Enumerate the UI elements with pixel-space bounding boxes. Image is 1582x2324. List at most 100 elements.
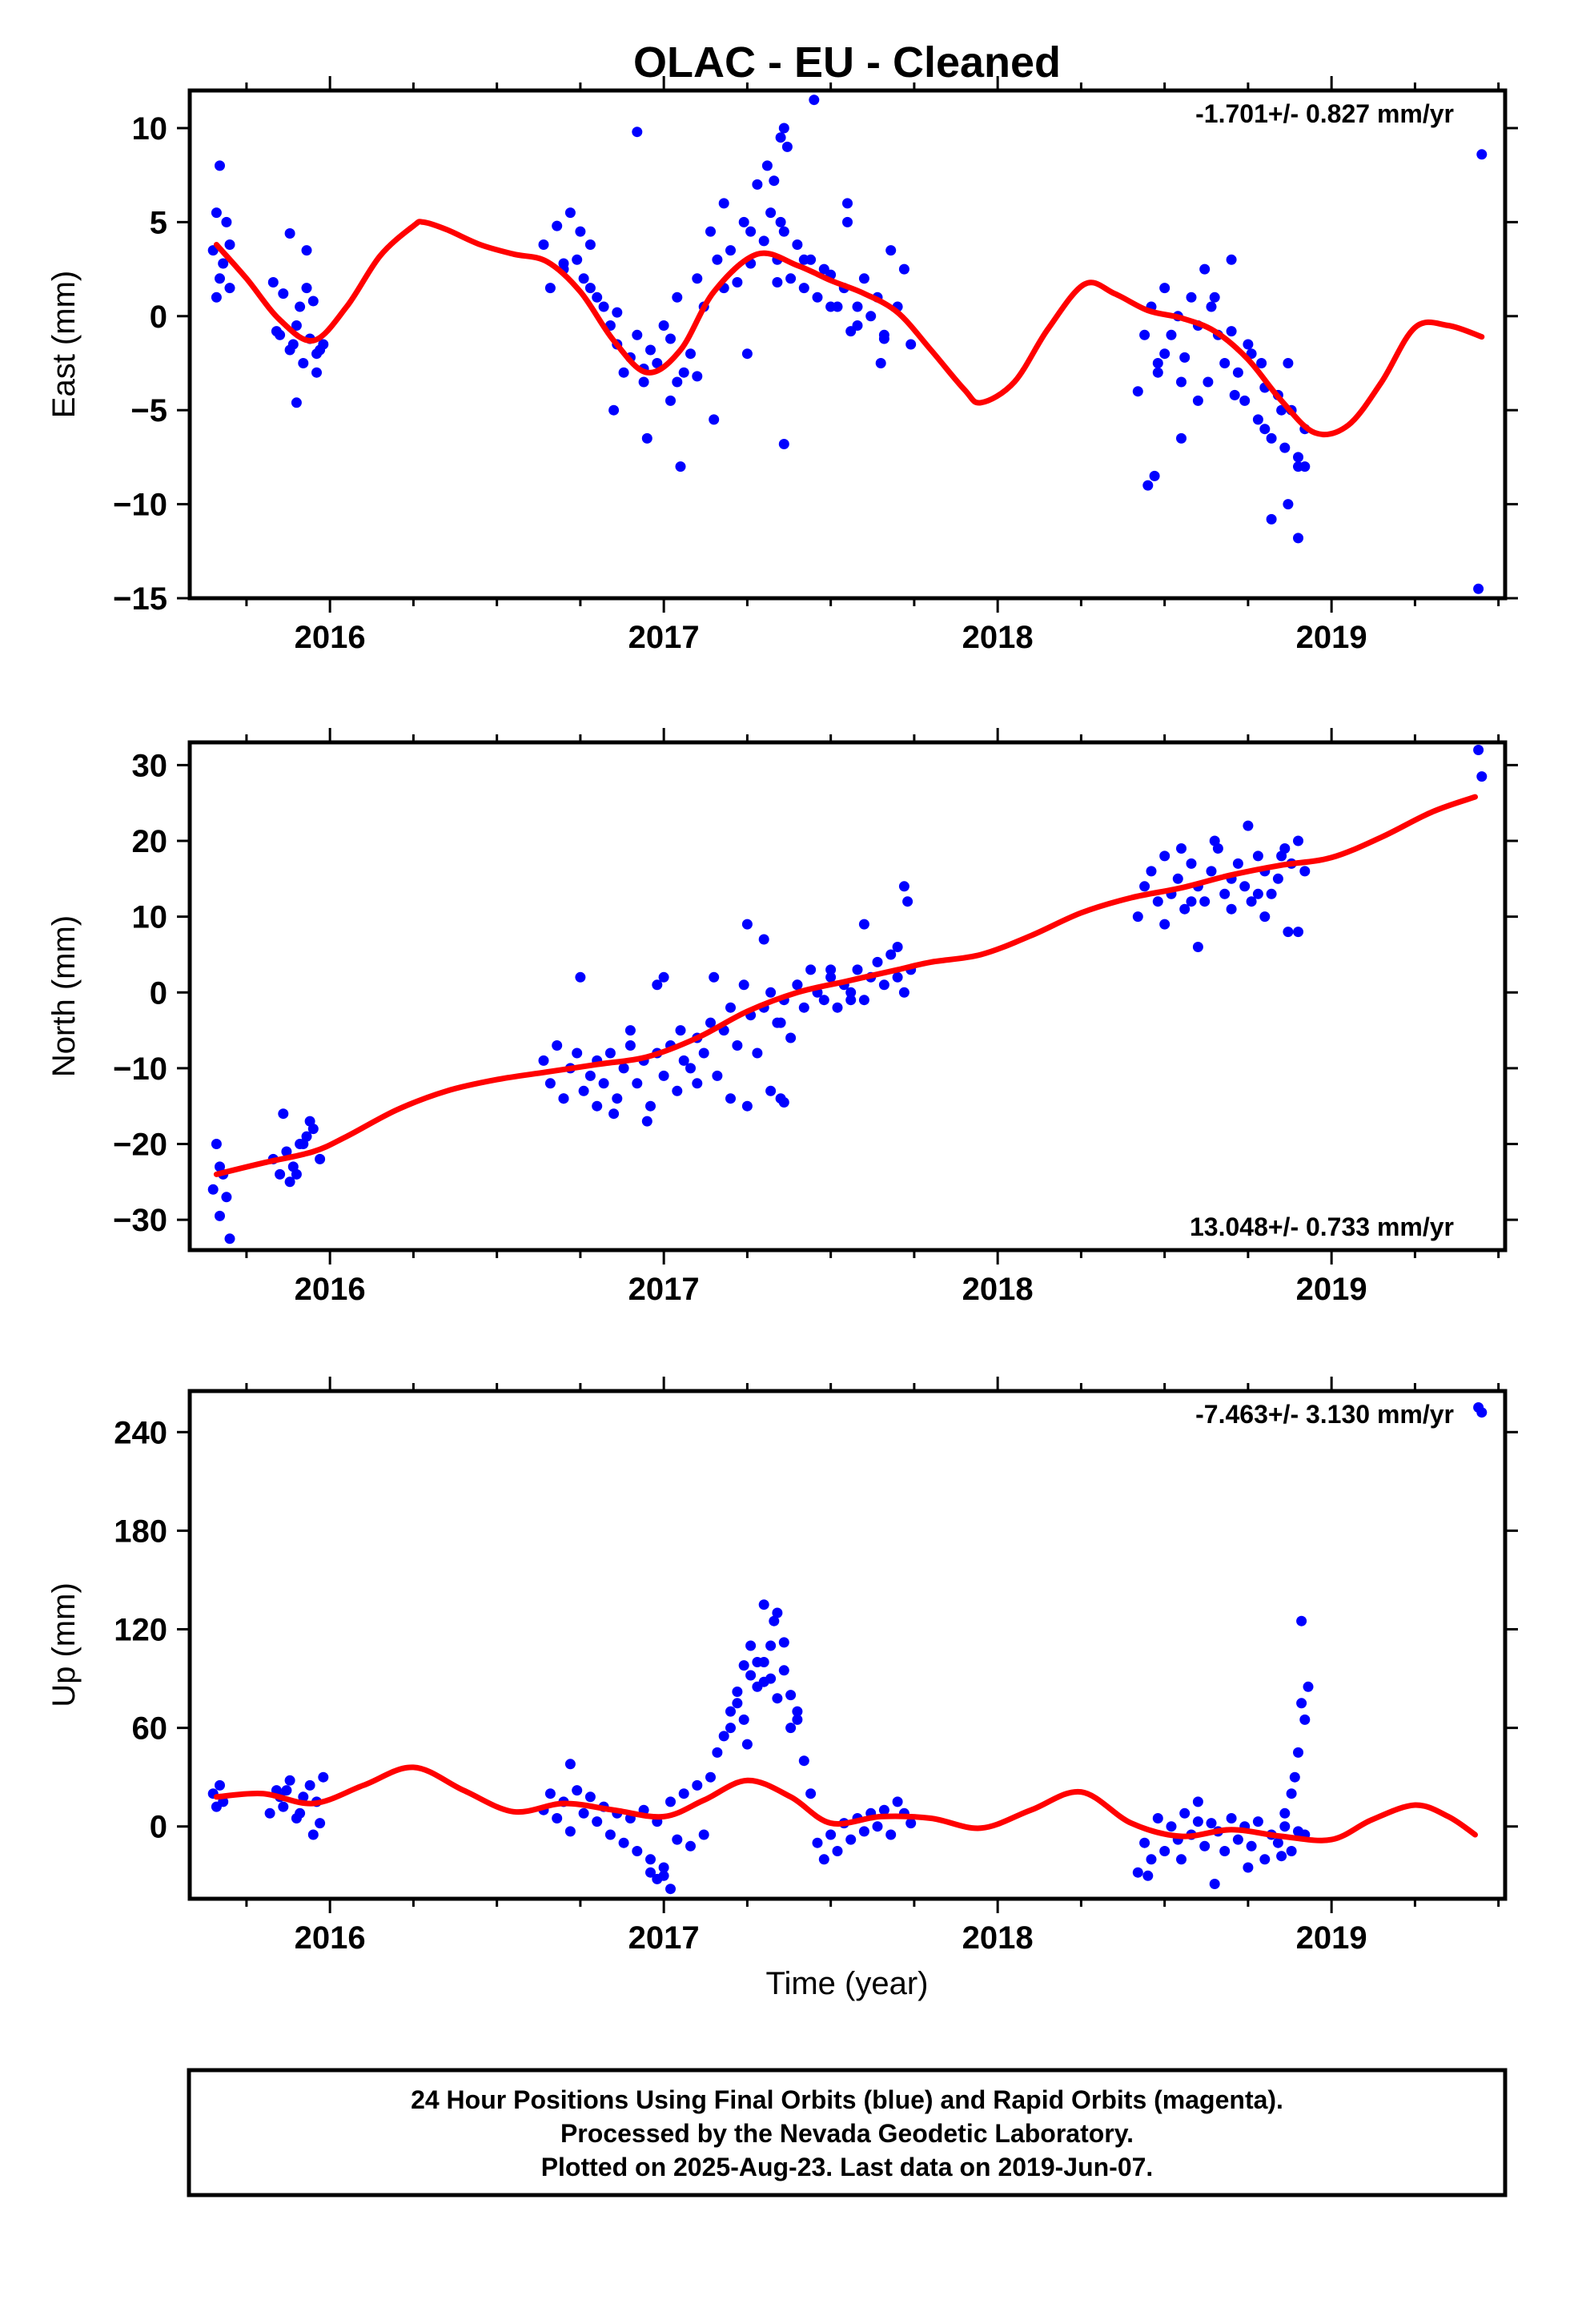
y-tick-label: 10 — [132, 111, 168, 147]
data-point — [842, 216, 853, 227]
data-point — [765, 1640, 777, 1651]
data-point — [1279, 1821, 1291, 1832]
data-point — [267, 277, 279, 287]
data-point — [738, 1714, 749, 1725]
data-points — [207, 745, 1488, 1244]
data-point — [1159, 850, 1170, 862]
x-tick-label: 2018 — [962, 1272, 1034, 1307]
data-point — [778, 123, 789, 134]
data-point — [1286, 1846, 1297, 1856]
data-point — [1299, 461, 1311, 472]
data-point — [1272, 873, 1283, 884]
data-point — [818, 995, 829, 1006]
data-point — [1232, 367, 1243, 378]
data-point — [618, 1063, 629, 1074]
y-tick-label: 0 — [150, 975, 167, 1011]
data-point — [1199, 263, 1211, 275]
data-point — [812, 292, 823, 303]
data-point — [775, 1017, 786, 1028]
data-point — [632, 1078, 643, 1089]
data-point — [741, 348, 753, 360]
data-point — [672, 292, 683, 303]
y-tick-label: 10 — [132, 900, 168, 935]
data-point — [1476, 1407, 1488, 1418]
plot-frame — [187, 88, 1508, 601]
data-point — [301, 245, 312, 256]
data-point — [224, 283, 235, 294]
data-point — [1132, 1867, 1143, 1878]
data-point — [311, 367, 322, 378]
data-point — [678, 1788, 689, 1799]
velocity-annotation: 13.048+/- 0.733 mm/yr — [1190, 1212, 1454, 1241]
data-point — [624, 1025, 636, 1036]
chart-title: OLAC - EU - Cleaned — [633, 38, 1061, 86]
data-point — [1232, 858, 1243, 869]
data-point — [858, 919, 869, 930]
data-point — [298, 1791, 309, 1803]
data-point — [872, 956, 883, 967]
data-point — [1206, 301, 1217, 312]
data-point — [709, 414, 720, 425]
data-point — [641, 432, 652, 444]
data-point — [618, 1837, 629, 1848]
data-point — [538, 1055, 549, 1066]
data-point — [1239, 395, 1251, 406]
data-point — [1159, 919, 1170, 930]
data-point — [544, 283, 556, 294]
data-point — [612, 307, 623, 318]
data-point — [738, 1660, 749, 1671]
data-point — [845, 987, 857, 998]
data-point — [307, 1829, 319, 1840]
data-point — [544, 1788, 556, 1799]
data-point — [1243, 1862, 1254, 1873]
data-point — [1243, 820, 1254, 831]
data-point — [632, 329, 643, 340]
data-point — [211, 1139, 222, 1149]
data-point — [705, 1017, 716, 1028]
data-point — [858, 995, 869, 1006]
data-point — [641, 1116, 652, 1127]
data-point — [738, 216, 749, 227]
data-point — [1289, 1771, 1300, 1783]
data-point — [698, 1047, 709, 1059]
data-point — [1226, 1813, 1237, 1823]
data-point — [1473, 745, 1484, 755]
data-point — [1206, 1818, 1217, 1829]
data-point — [741, 1739, 753, 1750]
velocity-annotation: -7.463+/- 3.130 mm/yr — [1195, 1400, 1454, 1429]
data-point — [1206, 866, 1217, 877]
data-point — [1476, 149, 1488, 160]
data-point — [725, 1723, 736, 1734]
data-point — [1229, 389, 1240, 400]
data-point — [905, 1818, 917, 1829]
data-point — [1142, 480, 1154, 491]
data-point — [278, 288, 289, 300]
data-point — [1152, 896, 1163, 907]
data-point — [775, 216, 786, 227]
data-point — [215, 1210, 225, 1221]
data-point — [632, 127, 643, 138]
data-point — [1192, 1816, 1203, 1827]
data-point — [825, 964, 837, 975]
data-point — [832, 1846, 843, 1856]
data-point — [1299, 866, 1311, 877]
data-point — [785, 1690, 797, 1701]
data-point — [295, 301, 306, 312]
plot-frame — [187, 1389, 1508, 1901]
data-point — [898, 987, 909, 998]
data-point — [632, 1846, 643, 1856]
data-point — [685, 1840, 696, 1852]
data-point — [798, 283, 809, 294]
data-point — [892, 1796, 903, 1807]
data-point — [298, 358, 309, 368]
data-point — [692, 273, 703, 284]
data-point — [672, 1085, 683, 1096]
data-point — [1159, 1846, 1170, 1856]
y-tick-label: −15 — [113, 581, 167, 617]
data-point — [725, 1093, 736, 1104]
data-point — [1259, 1854, 1271, 1865]
data-point — [592, 1816, 603, 1827]
footer-line-3: Plotted on 2025-Aug-23. Last data on 201… — [541, 2153, 1154, 2181]
data-point — [745, 1640, 757, 1651]
data-point — [564, 1759, 576, 1770]
